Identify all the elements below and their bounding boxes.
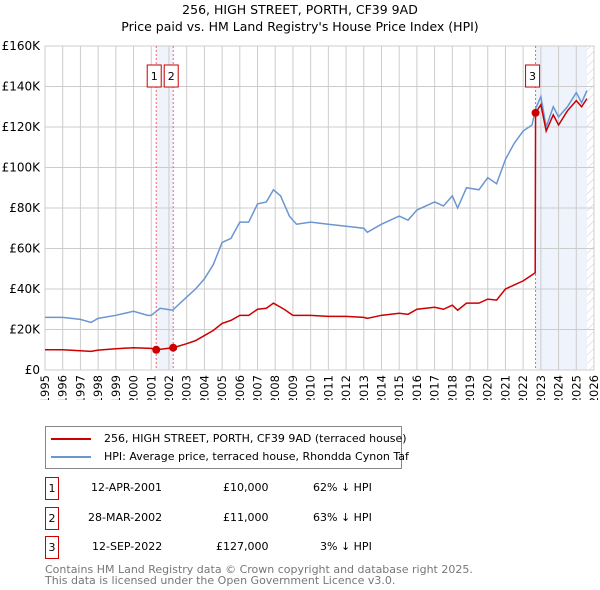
sale-point [531,108,540,117]
y-tick-label: £160K [2,39,42,53]
x-tick-label: 2012 [339,375,353,400]
x-tick-label: 2014 [374,375,388,400]
x-tick-label: 1995 [38,375,52,400]
y-tick-label: £120K [2,120,42,134]
sale-marker-label: 2 [45,507,59,530]
x-tick-label: 1999 [109,375,123,400]
x-tick-label: 2004 [197,375,211,400]
sale-row: 1 12-APR-2001 £10,000 62% ↓ HPI [45,477,445,500]
x-tick-label: 2007 [251,375,265,400]
x-tick-label: 2017 [428,375,442,400]
sale-marker-box [163,64,179,88]
plot-frame [44,45,595,371]
y-tick-label: £20K [9,323,41,337]
x-tick-label: 2020 [481,375,495,400]
y-tick-label: £60K [9,242,41,256]
x-tick-label: 2005 [215,375,229,400]
x-tick-label: 2013 [357,375,371,400]
y-tick-label: £100K [2,161,42,175]
x-tick-label: 2022 [516,375,530,400]
sale-row: 3 12-SEP-2022 £127,000 3% ↓ HPI [45,536,445,559]
footer-licence: This data is licensed under the Open Gov… [45,574,396,587]
legend-swatch-hpi [51,455,91,458]
sale-row: 2 28-MAR-2002 £11,000 63% ↓ HPI [45,507,445,530]
sale-date: 28-MAR-2002 [88,511,163,524]
legend-swatch-price [51,437,91,440]
x-tick-label: 1997 [73,375,87,400]
sale-price: £127,000 [216,540,269,553]
sale-price: £10,000 [223,481,269,494]
y-tick-label: £0 [25,363,40,377]
x-tick-label: 1996 [56,375,70,400]
sale-marker-label: 3 [529,70,536,83]
price-chart: 1995 1996 1997 1998 1999 2000 2001 2002 2003 2004… [2,39,600,400]
footer: Contains HM Land Registry data © Crown c… [45,564,473,586]
x-tick-label: 2025 [569,375,583,400]
y-tick-label: £40K [9,282,41,296]
x-tick-label: 2018 [445,375,459,400]
x-tick-label: 2001 [144,375,158,400]
legend-label-hpi: HPI: Average price, terraced house, Rhon… [104,450,409,463]
sale-marker-label: 1 [151,70,158,83]
sale-price: £11,000 [223,511,269,524]
footer-copyright: Contains HM Land Registry data © Crown c… [45,563,473,576]
y-tick-label: £140K [2,80,42,94]
x-tick-label: 2023 [534,375,548,400]
sale-hpi-diff: 62% ↓ HPI [313,481,372,494]
x-tick-label: 2019 [463,375,477,400]
sale-marker-label: 3 [45,536,59,559]
sale-marker-box [525,64,541,88]
x-tick-label: 2011 [321,375,335,400]
x-tick-label: 2021 [498,375,512,400]
x-tick-label: 2015 [392,375,406,400]
sale-date: 12-SEP-2022 [92,540,163,553]
legend-label-price: 256, HIGH STREET, PORTH, CF39 9AD (terra… [104,432,407,445]
price-paid-line [45,98,588,353]
x-tick-label: 2010 [304,375,318,400]
x-tick-label: 2006 [233,375,247,400]
x-tick-label: 2000 [127,375,141,400]
sale-hpi-diff: 63% ↓ HPI [313,511,372,524]
legend: 256, HIGH STREET, PORTH, CF39 9AD (terra… [45,426,409,469]
x-tick-label: 2002 [162,375,176,400]
x-tick-label: 2026 [587,375,600,400]
sale-marker-box [146,64,162,88]
sale-date: 12-APR-2001 [91,481,163,494]
sale-point [152,345,161,354]
sale-point [169,343,178,352]
y-tick-label: £80K [9,201,41,215]
x-tick-label: 1998 [91,375,105,400]
x-tick-label: 2016 [410,375,424,400]
sale-hpi-diff: 3% ↓ HPI [320,540,372,553]
x-tick-label: 2009 [286,375,300,400]
sale-marker-label: 2 [168,70,175,83]
x-tick-label: 2024 [552,375,566,400]
x-tick-label: 2008 [268,375,282,400]
hpi-line [45,90,588,324]
chart-title: 256, HIGH STREET, PORTH, CF39 9AD [182,2,418,17]
chart-subtitle: Price paid vs. HM Land Registry's House … [121,19,479,34]
sale-marker-label: 1 [45,477,59,500]
x-tick-label: 2003 [180,375,194,400]
